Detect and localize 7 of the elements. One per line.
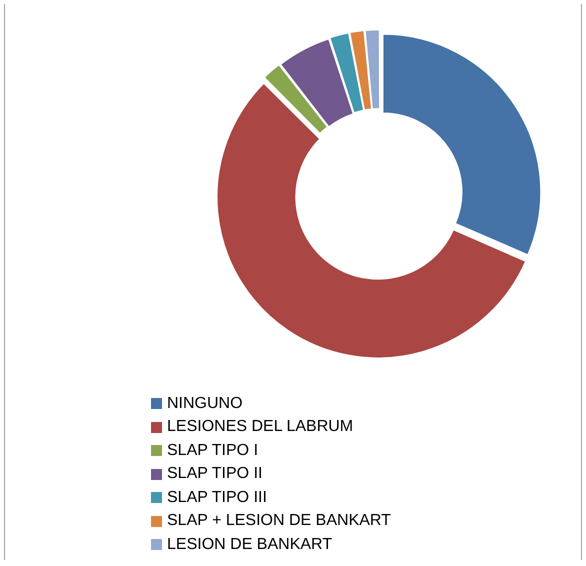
legend-label: SLAP TIPO III bbox=[167, 488, 267, 507]
legend-label: LESION DE BANKART bbox=[167, 536, 332, 554]
legend-label: SLAP TIPO I bbox=[167, 442, 258, 460]
legend-label: SLAP TIPO II bbox=[167, 465, 262, 484]
legend-label: LESIONES DEL LABRUM bbox=[167, 418, 354, 436]
legend-label: NINGUNO bbox=[167, 394, 243, 413]
legend-label: SLAP + LESION DE BANKART bbox=[167, 512, 391, 530]
